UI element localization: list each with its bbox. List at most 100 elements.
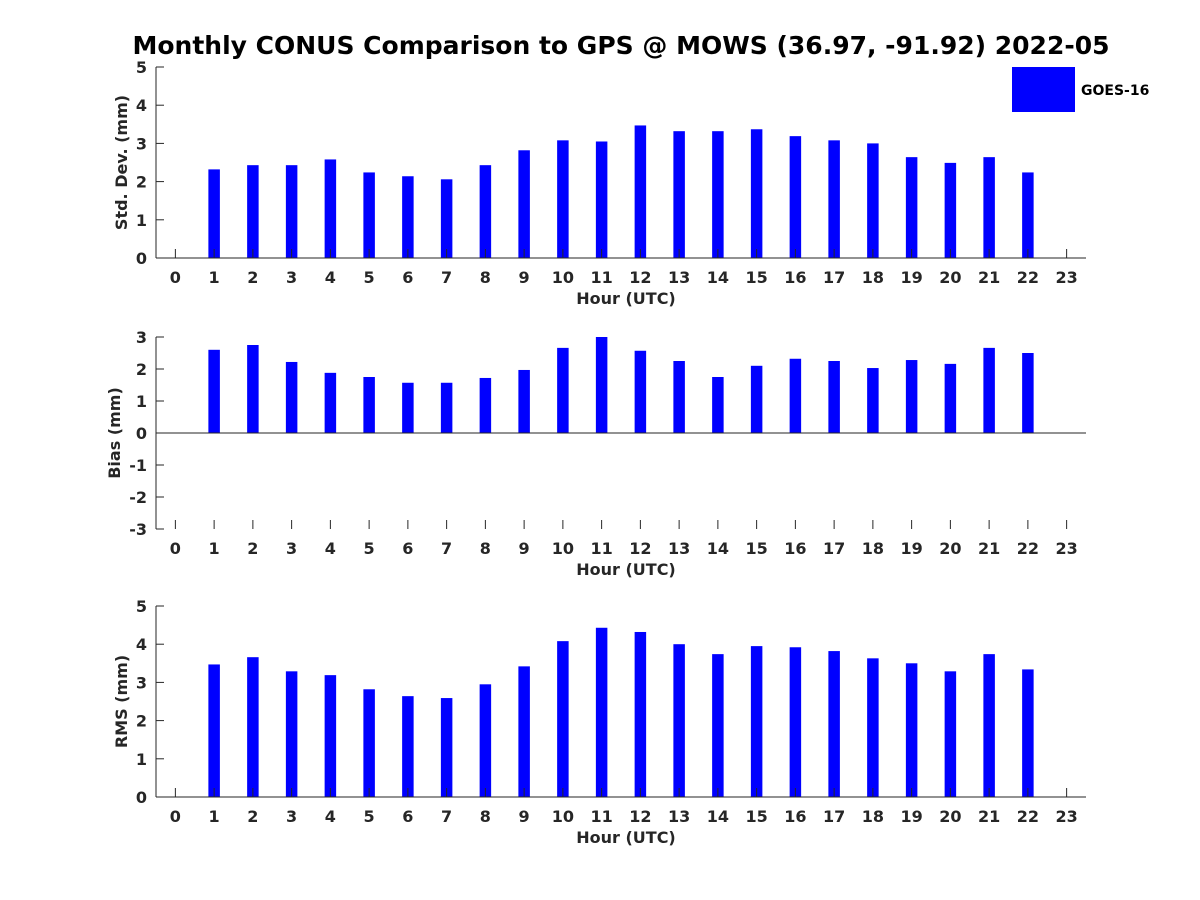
y-tick-label: 1 <box>136 750 147 769</box>
x-tick-label: 20 <box>939 539 961 558</box>
bar-panel3-hour-9 <box>518 666 530 797</box>
y-tick-label: 4 <box>136 635 147 654</box>
bar-panel1-hour-5 <box>363 172 375 258</box>
x-tick-label: 16 <box>784 539 806 558</box>
bar-panel1-hour-11 <box>595 141 608 258</box>
bar-panel2-hour-17 <box>828 361 840 433</box>
x-tick-label: 12 <box>629 268 651 287</box>
x-tick-label: 5 <box>364 539 375 558</box>
bar-panel1-hour-15 <box>750 129 763 258</box>
x-tick-label: 18 <box>862 807 884 826</box>
bar-panel3-hour-12 <box>634 631 647 797</box>
x-tick-label: 6 <box>402 807 413 826</box>
x-tick-label: 11 <box>590 268 612 287</box>
bar-panel3-hour-20 <box>944 671 957 797</box>
bar-panel2-hour-6 <box>402 382 414 433</box>
x-tick-label: 10 <box>552 268 574 287</box>
x-axis-title: Hour (UTC) <box>576 828 676 847</box>
bar-panel3-hour-10 <box>557 641 569 797</box>
x-tick-label: 12 <box>629 807 651 826</box>
bar-panel2-hour-18 <box>867 368 879 433</box>
x-tick-label: 15 <box>745 539 767 558</box>
x-tick-label: 21 <box>978 539 1000 558</box>
x-tick-label: 5 <box>364 807 375 826</box>
bar-panel3-hour-15 <box>750 646 763 797</box>
x-tick-label: 4 <box>325 268 336 287</box>
y-tick-label: 2 <box>136 712 147 731</box>
y-axis-title: RMS (mm) <box>112 655 131 748</box>
bar-panel3-hour-16 <box>789 647 802 797</box>
bar-panel1-hour-1 <box>208 169 220 258</box>
x-tick-label: 14 <box>707 807 729 826</box>
bar-panel1-hour-13 <box>673 131 685 258</box>
x-tick-label: 7 <box>441 807 452 826</box>
bar-panel2-hour-22 <box>1022 353 1034 433</box>
bar-panel3-hour-7 <box>440 698 453 797</box>
y-tick-label: 1 <box>136 211 147 230</box>
bar-panel1-hour-3 <box>285 165 298 258</box>
bar-panel1-hour-18 <box>867 143 879 258</box>
x-tick-label: 1 <box>209 807 220 826</box>
x-tick-label: 7 <box>441 268 452 287</box>
bar-panel3-hour-19 <box>905 663 918 797</box>
y-tick-label: 0 <box>136 424 147 443</box>
x-tick-label: 2 <box>247 539 258 558</box>
bar-panel1-hour-21 <box>983 157 995 258</box>
y-tick-label: -3 <box>129 520 147 539</box>
y-tick-label: 1 <box>136 392 147 411</box>
x-tick-label: 13 <box>668 539 690 558</box>
bar-panel2-hour-7 <box>440 382 453 433</box>
x-tick-label: 17 <box>823 268 845 287</box>
x-tick-label: 13 <box>668 807 690 826</box>
x-tick-label: 21 <box>978 268 1000 287</box>
bar-panel2-hour-2 <box>247 345 259 433</box>
bar-panel1-hour-4 <box>324 159 337 258</box>
x-tick-label: 0 <box>170 268 181 287</box>
x-tick-label: 22 <box>1017 807 1039 826</box>
bar-panel3-hour-1 <box>208 664 220 797</box>
y-tick-label: -1 <box>129 456 147 475</box>
y-tick-label: 4 <box>136 96 147 115</box>
x-tick-label: 19 <box>900 807 922 826</box>
x-tick-label: 2 <box>247 268 258 287</box>
x-tick-label: 12 <box>629 539 651 558</box>
x-tick-label: 10 <box>552 539 574 558</box>
x-tick-label: 23 <box>1055 539 1077 558</box>
x-tick-label: 21 <box>978 807 1000 826</box>
bar-panel1-hour-2 <box>247 165 259 258</box>
bar-panel1-hour-22 <box>1022 172 1034 258</box>
bar-panel1-hour-14 <box>712 131 724 258</box>
x-tick-label: 6 <box>402 539 413 558</box>
y-axis-title: Std. Dev. (mm) <box>112 95 131 230</box>
bar-panel1-hour-7 <box>440 179 453 258</box>
x-tick-label: 15 <box>745 807 767 826</box>
bar-panel3-hour-6 <box>402 696 414 797</box>
y-tick-label: -2 <box>129 488 147 507</box>
x-tick-label: 15 <box>745 268 767 287</box>
bar-panel3-hour-14 <box>712 654 724 797</box>
bar-panel2-hour-3 <box>285 361 298 433</box>
x-tick-label: 18 <box>862 539 884 558</box>
x-tick-label: 6 <box>402 268 413 287</box>
bar-panel2-hour-4 <box>324 372 337 433</box>
y-tick-label: 0 <box>136 788 147 807</box>
panel-2: 0 1 2 3 4 5 6 7 8 9 10 11 12 13 14 15 16 17 18 19 20 21 22 23-3… <box>105 328 1086 579</box>
x-tick-label: 9 <box>519 807 530 826</box>
bar-panel2-hour-21 <box>983 347 995 433</box>
bar-panel2-hour-1 <box>208 349 220 433</box>
bar-panel2-hour-14 <box>712 377 724 433</box>
x-tick-label: 10 <box>552 807 574 826</box>
bar-panel2-hour-11 <box>595 337 608 433</box>
x-tick-label: 13 <box>668 268 690 287</box>
figure-title: Monthly CONUS Comparison to GPS @ MOWS (… <box>132 31 1109 60</box>
bar-panel1-hour-17 <box>828 140 840 258</box>
x-tick-label: 11 <box>590 539 612 558</box>
x-tick-label: 9 <box>519 539 530 558</box>
bar-panel2-hour-12 <box>634 350 647 433</box>
bar-panel1-hour-9 <box>518 150 530 258</box>
bar-panel3-hour-17 <box>828 651 840 797</box>
bar-panel2-hour-16 <box>789 358 802 433</box>
y-tick-label: 2 <box>136 173 147 192</box>
x-tick-label: 18 <box>862 268 884 287</box>
